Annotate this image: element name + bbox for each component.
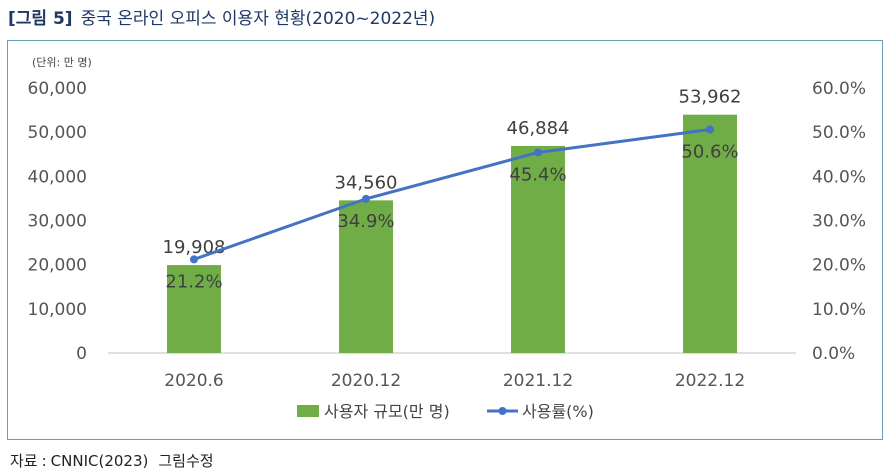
bar-value-label: 19,908 <box>163 237 226 258</box>
y-tick-label: 40,000 <box>28 167 87 187</box>
x-tick-label: 2021.12 <box>503 371 573 391</box>
figure-number: [그림 5] <box>8 9 73 29</box>
figure-title-text: 중국 온라인 오피스 이용자 현황(2020~2022년) <box>80 9 436 29</box>
bar <box>683 114 737 353</box>
line-value-label: 50.6% <box>681 142 738 163</box>
y2-tick-label: 60.0% <box>812 79 866 99</box>
line-point <box>706 125 714 134</box>
legend-bar-label: 사용자 규모(만 명) <box>324 402 450 421</box>
y2-tick-label: 10.0% <box>812 300 866 320</box>
y-tick-label: 30,000 <box>28 212 87 232</box>
source-edit-note: 그림수정 <box>158 452 214 470</box>
legend-line-marker <box>498 407 507 415</box>
line-value-label: 45.4% <box>509 164 566 185</box>
source-text: CNNIC(2023) <box>50 452 149 470</box>
y2-tick-label: 30.0% <box>812 212 866 232</box>
source-label: 자료 <box>10 452 38 470</box>
legend-bar-swatch <box>297 405 319 417</box>
y2-tick-label: 50.0% <box>812 123 866 143</box>
bar <box>339 200 393 353</box>
y-tick-label: 10,000 <box>28 300 87 320</box>
unit-label: (단위: 만 명) <box>32 56 92 69</box>
line-value-label: 21.2% <box>165 271 222 292</box>
x-tick-label: 2022.12 <box>675 371 745 391</box>
figure-title: [그림 5] 중국 온라인 오피스 이용자 현황(2020~2022년) <box>8 4 435 29</box>
bar-value-label: 34,560 <box>335 172 398 193</box>
y-tick-label: 0 <box>76 344 87 364</box>
legend-line-label: 사용률(%) <box>522 402 594 421</box>
x-tick-label: 2020.12 <box>331 371 401 391</box>
bar <box>511 145 565 353</box>
bar <box>167 265 221 353</box>
y-tick-label: 60,000 <box>28 79 87 99</box>
line-point <box>190 255 198 264</box>
y-tick-label: 20,000 <box>28 256 87 276</box>
line-point <box>362 194 370 203</box>
line-series <box>193 128 711 261</box>
line-point <box>534 148 542 157</box>
y2-tick-label: 20.0% <box>812 256 866 276</box>
bar-value-label: 46,884 <box>507 118 570 139</box>
y2-tick-label: 0.0% <box>812 344 855 364</box>
source-note: 자료: CNNIC(2023) 그림수정 <box>10 452 214 470</box>
y2-tick-label: 40.0% <box>812 167 866 187</box>
chart-frame <box>7 40 883 440</box>
bar-value-label: 53,962 <box>679 87 742 108</box>
line-value-label: 34.9% <box>337 211 394 232</box>
x-tick-label: 2020.6 <box>164 371 223 391</box>
y-tick-label: 50,000 <box>28 123 87 143</box>
